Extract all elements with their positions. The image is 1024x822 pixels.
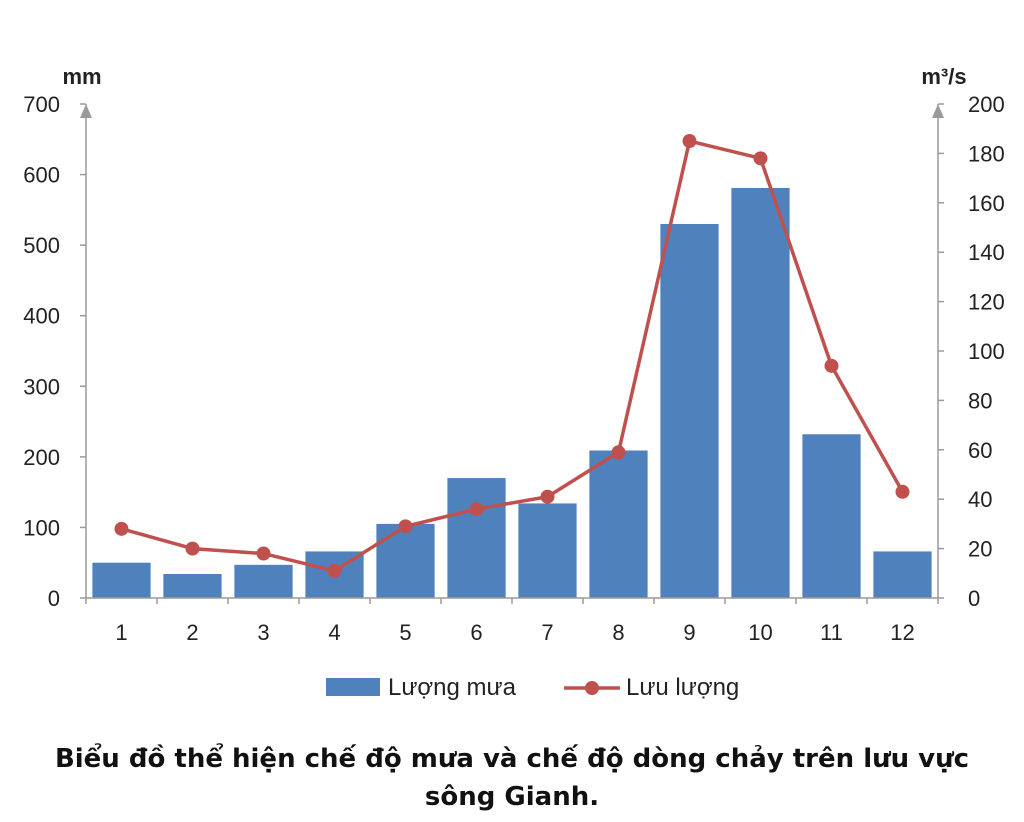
line-point-4 xyxy=(327,563,342,578)
x-tick-label-3: 3 xyxy=(257,620,269,645)
line-series-path xyxy=(121,139,905,573)
x-tick-label-6: 6 xyxy=(470,620,482,645)
bar-11 xyxy=(802,434,861,598)
y-right-tick-label: 40 xyxy=(968,487,992,512)
line-point-5 xyxy=(398,519,413,534)
x-tick-label-11: 11 xyxy=(820,620,843,645)
y-axis-right-arrow xyxy=(932,104,944,118)
x-tick-label-8: 8 xyxy=(612,620,624,645)
line-point-8 xyxy=(611,445,626,460)
bar-3 xyxy=(234,564,293,598)
y-left-tick-label: 0 xyxy=(48,586,60,611)
bar-10 xyxy=(731,187,790,599)
line-point-1 xyxy=(114,521,129,536)
line-point-9 xyxy=(682,134,697,149)
legend: Lượng mưa Lưu lượng xyxy=(326,674,739,701)
axes-group xyxy=(80,103,944,604)
y-left-tick-label: 600 xyxy=(23,163,60,188)
legend-label-bar: Lượng mưa xyxy=(388,674,517,701)
y-right-tick-label: 100 xyxy=(968,339,1005,364)
y-left-tick-label: 100 xyxy=(23,515,60,540)
line-point-3 xyxy=(256,546,271,561)
line-point-7 xyxy=(540,489,555,504)
bar-1 xyxy=(92,562,151,598)
chart-caption: Biểu đồ thể hiện chế độ mưa và chế độ dò… xyxy=(54,744,970,812)
y-left-tick-label: 200 xyxy=(23,445,60,470)
line-point-6 xyxy=(469,502,484,517)
x-tick-label-9: 9 xyxy=(683,620,695,645)
y-right-unit: m³/s xyxy=(921,64,966,89)
labels-group: 0 100 200 300 400 500 600 700 0 20 40 60 80 100 120 140… xyxy=(23,64,1004,645)
y-axis-left-arrow xyxy=(80,104,92,118)
y-right-tick-label: 160 xyxy=(968,191,1005,216)
legend-label-line: Lưu lượng xyxy=(626,674,739,701)
chart: 0 100 200 300 400 500 600 700 0 20 40 60 80 100 120 140… xyxy=(23,64,1004,701)
y-left-unit: mm xyxy=(62,64,101,89)
x-tick-label-12: 12 xyxy=(890,620,914,645)
bar-5 xyxy=(376,523,435,598)
y-right-tick-label: 0 xyxy=(968,586,980,611)
legend-swatch-marker xyxy=(585,681,599,695)
line-point-11 xyxy=(824,358,839,373)
y-right-tick-label: 200 xyxy=(968,92,1005,117)
line-point-10 xyxy=(753,151,768,166)
y-right-tick-label: 140 xyxy=(968,240,1005,265)
y-right-tick-label: 20 xyxy=(968,537,992,562)
y-right-tick-label: 120 xyxy=(968,290,1005,315)
y-right-tick-label: 60 xyxy=(968,438,992,463)
x-tick-label-10: 10 xyxy=(748,620,772,645)
bars-group xyxy=(92,187,932,599)
bar-7 xyxy=(518,503,577,598)
x-tick-label-2: 2 xyxy=(186,620,198,645)
y-left-tick-label: 300 xyxy=(23,374,60,399)
x-tick-label-4: 4 xyxy=(328,620,340,645)
y-left-tick-label: 500 xyxy=(23,233,60,258)
bar-2 xyxy=(163,574,222,598)
line-point-2 xyxy=(185,541,200,556)
x-tick-label-1: 1 xyxy=(115,620,127,645)
bar-9 xyxy=(660,223,719,598)
x-tick-label-5: 5 xyxy=(399,620,411,645)
y-right-tick-label: 80 xyxy=(968,388,992,413)
line-point-12 xyxy=(895,484,910,499)
x-tick-label-7: 7 xyxy=(541,620,553,645)
y-left-tick-label: 400 xyxy=(23,304,60,329)
legend-swatch-bar xyxy=(326,678,380,696)
line-group xyxy=(114,134,910,578)
y-right-tick-label: 180 xyxy=(968,141,1005,166)
bar-12 xyxy=(873,551,932,598)
bar-8 xyxy=(589,450,648,598)
bar-6 xyxy=(447,478,506,598)
y-left-tick-label: 700 xyxy=(23,92,60,117)
